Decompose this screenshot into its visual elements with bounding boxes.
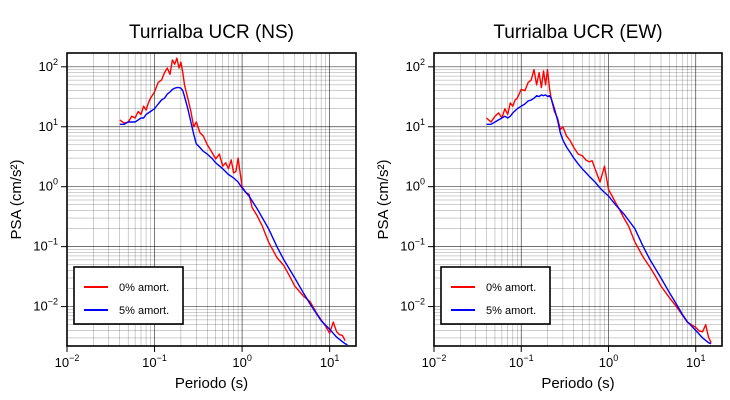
legend-label: 0% amort. xyxy=(119,282,169,294)
x-tick-label: 101 xyxy=(320,353,339,370)
y-axis-label: PSA (cm/s²) xyxy=(375,159,392,239)
x-tick-label: 10−1 xyxy=(509,353,534,370)
legend-label: 5% amort. xyxy=(119,305,169,317)
x-tick-label: 100 xyxy=(599,353,618,370)
legend: 0% amort. 5% amort. xyxy=(440,266,551,325)
legend-box xyxy=(440,266,551,325)
series-line-five-percent-damping xyxy=(119,86,348,346)
grid xyxy=(433,53,723,346)
series-line-five-percent-damping xyxy=(486,94,712,345)
legend-label: 0% amort. xyxy=(486,282,536,294)
y-tick-label: 102 xyxy=(406,57,425,74)
y-tick-label: 10−1 xyxy=(33,237,58,254)
chart-title: Turrialba UCR (EW) xyxy=(493,22,662,43)
x-tick-label: 100 xyxy=(232,353,251,370)
chart-title: Turrialba UCR (NS) xyxy=(129,22,294,43)
grid xyxy=(66,53,357,346)
legend-label: 5% amort. xyxy=(486,305,536,317)
x-tick-label: 10−2 xyxy=(55,353,80,370)
x-tick-label: 101 xyxy=(686,353,705,370)
y-axis-label: PSA (cm/s²) xyxy=(8,159,25,239)
series-line-zero-damping xyxy=(486,68,712,343)
legend: 0% amort. 5% amort. xyxy=(73,266,184,325)
x-axis-label: Periodo (s) xyxy=(175,375,248,392)
chart-panel-1: 10−2 10−1 100 101 10−2 10−1 100 101 102 Turrialba… xyxy=(375,22,723,392)
x-tick-label: 10−2 xyxy=(422,353,447,370)
legend-box xyxy=(73,266,184,325)
plot-frame xyxy=(66,52,357,347)
x-axis-label: Periodo (s) xyxy=(541,375,614,392)
y-tick-label: 10−2 xyxy=(400,297,425,314)
plot-frame xyxy=(433,52,723,347)
y-tick-label: 101 xyxy=(39,117,58,134)
y-tick-label: 101 xyxy=(406,117,425,134)
y-tick-label: 102 xyxy=(39,57,58,74)
y-tick-label: 100 xyxy=(406,177,425,194)
x-tick-label: 10−1 xyxy=(142,353,167,370)
series-line-zero-damping xyxy=(119,57,346,342)
y-tick-label: 100 xyxy=(39,177,58,194)
y-tick-label: 10−2 xyxy=(33,297,58,314)
chart-panel-0: 10−2 10−1 100 101 10−2 10−1 100 101 102 Turrialba… xyxy=(8,22,357,392)
y-tick-label: 10−1 xyxy=(400,237,425,254)
